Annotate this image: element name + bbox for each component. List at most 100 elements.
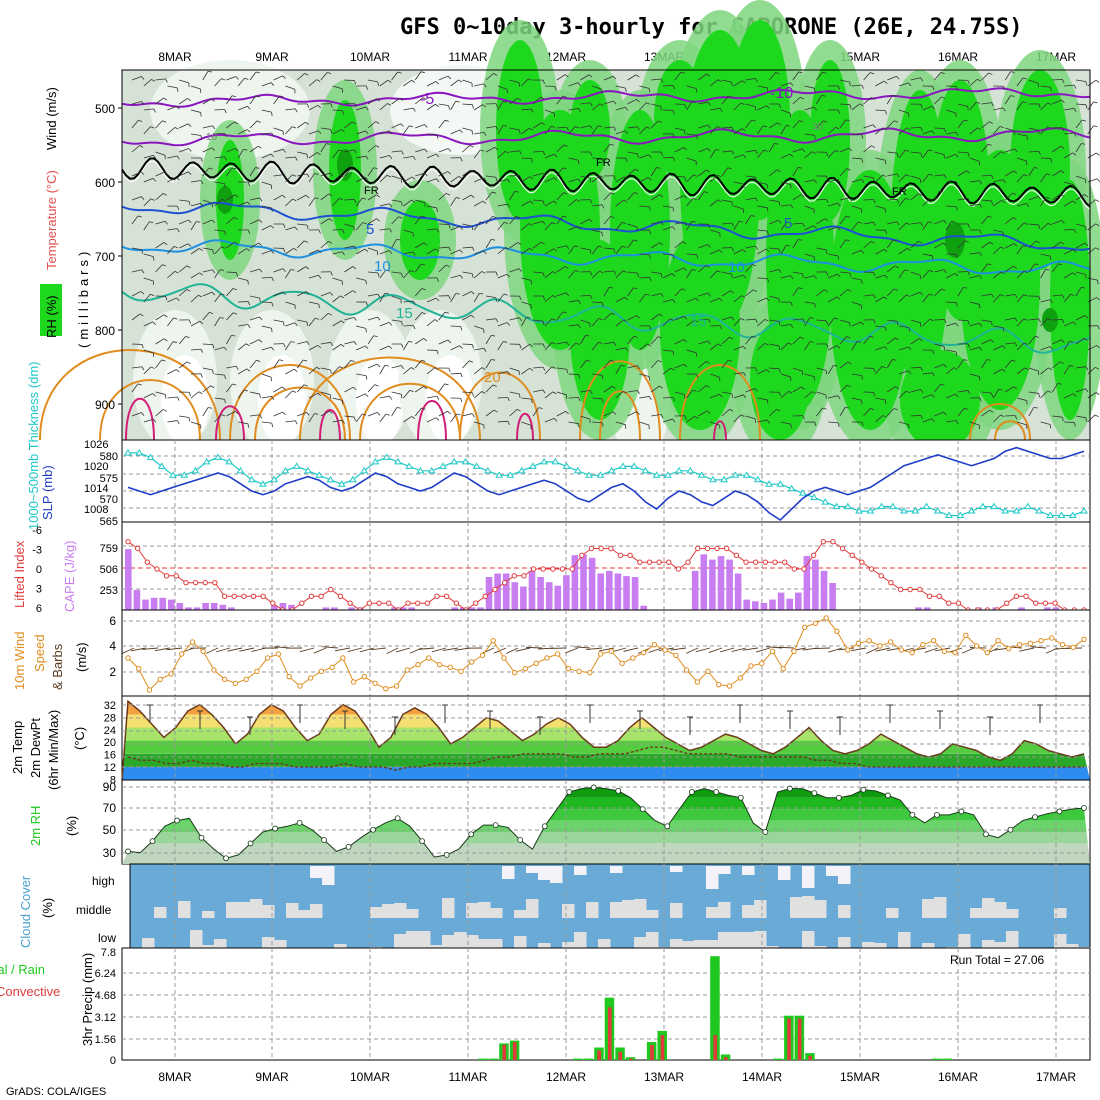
wind-barb <box>179 79 189 84</box>
wind-barb <box>131 215 139 225</box>
wind-barb <box>757 397 768 401</box>
wind-barb-flag <box>517 242 522 246</box>
wind-barb <box>1016 318 1025 327</box>
wind-barb <box>532 407 540 417</box>
wind-barb-flag <box>455 197 460 199</box>
wind-barb-flag <box>742 249 746 253</box>
upper-label-wind: Wind (m/s) <box>44 87 59 150</box>
wind-barb <box>238 129 248 135</box>
wind-barb <box>745 415 756 420</box>
wind-barb-flag <box>328 193 333 197</box>
wind-barb-flag <box>1012 217 1017 220</box>
upper-air-panel: -5 -10 FR FR FR 5 5 10 10 15 15 20 10 30… <box>39 0 1100 470</box>
wind-barb <box>1075 337 1085 345</box>
wind-barb <box>934 319 945 321</box>
wind-barb-flag <box>1059 361 1064 365</box>
wind-barb-flag <box>1026 203 1030 207</box>
wind-barb <box>285 341 292 351</box>
wind-barb-flag <box>1038 130 1040 135</box>
wind-speed-line-marker <box>436 661 443 668</box>
wind-speed-line-marker <box>318 668 325 675</box>
wind-barb-flag <box>401 201 403 206</box>
wind-barb-flag <box>873 319 876 324</box>
wind-barb-flag <box>1081 143 1086 145</box>
cape-label: CAPE (J/kg) <box>62 540 77 612</box>
lifted-index-line-marker <box>627 552 633 559</box>
wind-barb-flag <box>247 106 251 110</box>
wind-barb <box>190 391 200 399</box>
wind-barb <box>792 71 799 81</box>
wind-barb <box>792 287 799 297</box>
wind-barb <box>485 239 492 249</box>
wind-barb-flag <box>282 268 286 272</box>
wind-barb-flag <box>174 127 179 130</box>
wind-barb <box>910 388 921 393</box>
wind-barb <box>898 247 908 255</box>
wind-barb-flag <box>551 125 556 128</box>
wind-barb <box>367 335 374 345</box>
cape-bar <box>159 597 166 610</box>
wind-barb <box>709 126 718 135</box>
lifted-index-line-marker <box>1052 600 1058 606</box>
wind-barb-flag <box>224 109 227 114</box>
cloud-high-block <box>610 866 623 873</box>
wind-barb <box>886 386 896 393</box>
wind-barb <box>615 319 624 327</box>
wind-speed-line-marker <box>157 676 163 683</box>
wind-barb <box>308 130 319 135</box>
wind-barb <box>946 349 957 353</box>
wind-barb-flag <box>637 126 640 131</box>
lifted-index-line-marker <box>318 593 324 600</box>
wind-barb-flag <box>200 348 204 353</box>
rh-saturated-region <box>1050 180 1090 420</box>
rh2m-marker <box>174 817 180 824</box>
wind-barb-flag <box>212 269 216 274</box>
wind-barb-flag <box>141 101 145 105</box>
wind-barb-flag <box>955 302 958 307</box>
cape-bar <box>150 597 158 610</box>
wind-barb-flag <box>314 173 319 175</box>
wind-barb <box>403 125 410 135</box>
wind-barb <box>167 85 178 89</box>
wind-barb <box>851 205 862 210</box>
pressure-tick-label: 900 <box>95 398 115 412</box>
wind-barb <box>698 340 709 345</box>
wind-barb <box>556 245 567 249</box>
wind-speed-line-marker <box>458 668 464 675</box>
wind-barb-flag <box>590 295 593 300</box>
wind-barb-flag <box>173 317 178 320</box>
wind-barb-flag <box>342 419 345 424</box>
wind-speed-line-marker <box>383 685 389 692</box>
wind-barb-flag <box>529 247 534 251</box>
wind-barb-flag <box>942 242 947 246</box>
wind-barb-flag <box>624 176 628 180</box>
wind-barb <box>580 390 591 393</box>
wind-barb <box>1064 107 1075 111</box>
surface-wind-barb <box>239 647 255 652</box>
wind-barb-flag <box>165 296 168 301</box>
slp-tick-label: 1026 <box>84 439 108 451</box>
wind-barb-flag <box>1081 119 1086 122</box>
wind-barb-flag <box>365 375 368 380</box>
thickness-line-marker <box>900 507 908 514</box>
wind-barb <box>509 97 518 105</box>
wind-barb <box>910 222 921 225</box>
wind-speed-line-marker <box>393 683 400 689</box>
wind-barb <box>1075 119 1083 129</box>
wind-barb-flag <box>140 171 145 175</box>
wind-barb-flag <box>861 84 864 89</box>
wind-barb-flag <box>636 365 640 370</box>
wind-barb <box>816 289 825 297</box>
wind-barb <box>214 397 225 400</box>
cloud-low-block <box>562 942 575 948</box>
wind-barb-flag <box>940 72 945 75</box>
cloud-low-block <box>670 939 683 948</box>
wind-barb <box>403 270 411 279</box>
wind-barb <box>698 148 708 153</box>
wind-barb <box>898 149 906 159</box>
surface-wind-barb <box>431 647 447 653</box>
wind-barb-flag <box>551 222 556 225</box>
wind-barb-flag <box>1012 192 1017 196</box>
wind-barb <box>509 317 520 321</box>
freezing-label-3: FR <box>892 186 907 198</box>
